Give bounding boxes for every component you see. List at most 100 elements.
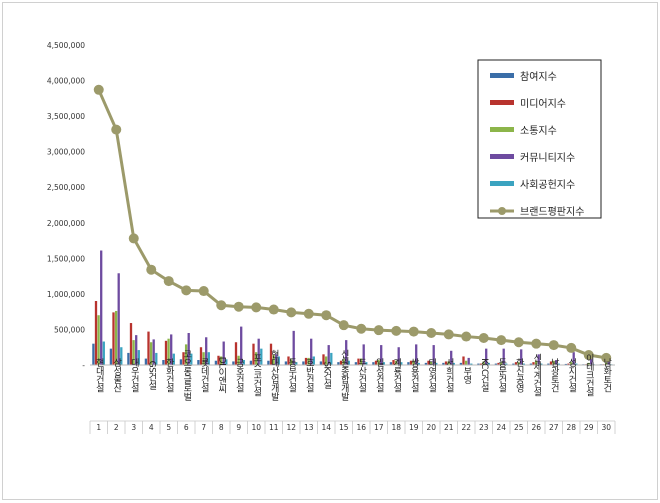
bar-4-20 <box>452 362 455 365</box>
line-point-18 <box>408 326 419 337</box>
bar-4-18 <box>417 362 420 365</box>
bar-2-29 <box>604 362 608 365</box>
bar-2-16 <box>377 360 380 365</box>
bar-0-22 <box>477 363 480 365</box>
bar-2-28 <box>587 362 590 365</box>
bar-3-0 <box>100 250 103 365</box>
x-category-label: GS건설 <box>146 361 156 390</box>
bar-0-23 <box>494 363 498 365</box>
x-rank-label: 15 <box>339 423 349 432</box>
line-point-26 <box>548 340 559 351</box>
x-category-label: 신세계건설 <box>531 354 541 397</box>
bar-0-27 <box>564 363 568 365</box>
bar-4-6 <box>207 352 210 365</box>
x-axis: 현대건설 1 삼성물산 2 대우건설 3 GS건설 4 한화건설 5 코오롱글로벌 6 롯데건설 7 DL이… <box>89 349 616 434</box>
line-point-8 <box>233 301 244 312</box>
legend-marker-5 <box>498 207 506 215</box>
legend-label-5: 브랜드평판지수 <box>520 206 584 218</box>
bar-2-4 <box>167 338 170 365</box>
x-rank-label: 22 <box>461 423 471 432</box>
line-point-5 <box>181 285 192 296</box>
bar-3-8 <box>240 326 243 365</box>
bar-2-22 <box>482 361 485 365</box>
x-category-label: DL이앤씨 <box>216 357 226 394</box>
bar-0-16 <box>372 362 375 365</box>
bar-2-27 <box>569 362 573 365</box>
x-category-label: 대우건설 <box>129 358 139 393</box>
bar-1-1 <box>112 312 115 365</box>
bar-4-0 <box>102 341 105 365</box>
bar-4-25 <box>540 363 543 365</box>
bar-4-23 <box>505 363 508 365</box>
y-tick-label: 3,000,000 <box>47 148 85 157</box>
bar-4-21 <box>470 363 473 365</box>
bar-2-10 <box>272 355 275 365</box>
bar-4-22 <box>487 362 490 365</box>
bar-1-13 <box>322 354 325 365</box>
x-rank-label: 20 <box>426 423 436 432</box>
bar-1-16 <box>374 360 378 365</box>
x-rank-label: 25 <box>514 423 524 432</box>
legend-swatch-3 <box>490 154 514 159</box>
line-point-22 <box>478 332 489 343</box>
bar-3-13 <box>327 345 330 365</box>
line-point-20 <box>443 329 454 340</box>
x-rank-label: 13 <box>304 423 314 432</box>
bar-3-21 <box>467 357 470 365</box>
bar-1-0 <box>94 301 98 365</box>
bar-1-27 <box>567 363 570 365</box>
bar-4-26 <box>557 363 560 365</box>
legend-box <box>477 59 602 219</box>
x-rank-label: 12 <box>286 423 296 432</box>
bar-2-6 <box>202 352 205 365</box>
bar-1-9 <box>252 343 255 365</box>
bar-2-2 <box>132 340 135 365</box>
legend-label-2: 소통지수 <box>520 125 557 137</box>
bar-4-4 <box>172 353 175 365</box>
bar-4-15 <box>365 362 368 365</box>
line-point-24 <box>513 337 524 348</box>
x-category-label: 일성건설 <box>374 358 384 393</box>
bar-2-9 <box>254 352 258 365</box>
y-tick-label: 3,500,000 <box>47 112 85 121</box>
x-rank-label: 17 <box>374 423 384 432</box>
bar-3-23 <box>502 348 505 365</box>
x-rank-label: 24 <box>496 423 506 432</box>
bar-3-17 <box>397 347 400 365</box>
bar-3-4 <box>170 334 173 365</box>
bar-2-21 <box>464 360 468 365</box>
x-category-label: 부영 <box>461 366 471 384</box>
line-point-16 <box>373 325 384 336</box>
bar-3-18 <box>415 344 418 365</box>
bar-0-21 <box>459 362 463 365</box>
bar-2-13 <box>324 356 328 365</box>
bar-3-3 <box>152 339 155 365</box>
bar-3-26 <box>555 360 558 365</box>
x-rank-label: 5 <box>166 423 171 432</box>
bar-0-6 <box>197 360 200 365</box>
bar-1-12 <box>304 357 308 365</box>
bar-1-20 <box>444 361 448 365</box>
y-tick-label: 1,000,000 <box>47 290 85 299</box>
bar-2-25 <box>534 360 538 365</box>
brand-reputation-chart: 4,500,000 4,000,000 3,500,000 3,000,000 2,50… <box>47 41 616 434</box>
bar-3-10 <box>275 354 278 365</box>
bar-1-7 <box>217 355 220 365</box>
bar-0-19 <box>424 362 428 365</box>
line-point-23 <box>496 335 507 346</box>
line-point-1 <box>111 124 122 135</box>
x-category-label: 동부건설 <box>286 358 296 393</box>
x-category-label: 이테크건설 <box>584 354 594 397</box>
line-point-0 <box>93 84 104 95</box>
bar-3-5 <box>187 333 190 365</box>
line-point-14 <box>338 320 349 331</box>
bar-4-9 <box>260 348 263 365</box>
x-category-label: 서희건설 <box>444 358 454 393</box>
bar-4-5 <box>190 353 193 365</box>
bar-4-27 <box>575 363 578 365</box>
bar-0-15 <box>354 362 358 365</box>
bar-0-10 <box>267 360 270 365</box>
y-tick-label: 2,000,000 <box>47 219 85 228</box>
bar-3-12 <box>310 338 313 365</box>
line-point-29 <box>601 352 612 363</box>
